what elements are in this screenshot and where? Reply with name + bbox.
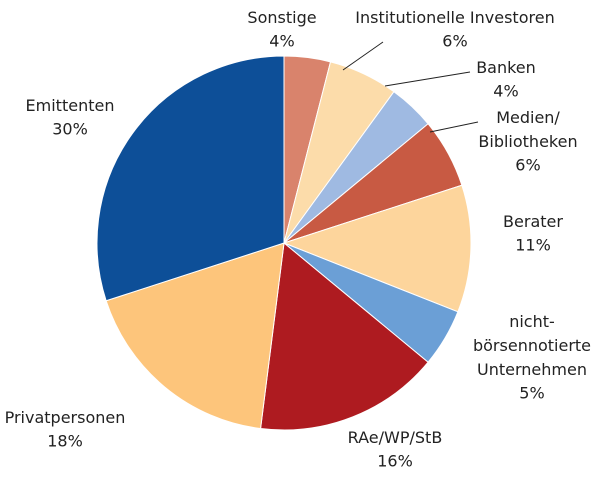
value-label: 6% — [442, 32, 467, 51]
leader-line — [384, 71, 471, 87]
value-label: 16% — [377, 452, 413, 471]
leader-line — [429, 121, 479, 133]
pie-slice — [105, 242, 285, 430]
pie-slice — [96, 55, 285, 302]
value-label: 6% — [515, 156, 540, 175]
pie-slice — [282, 184, 472, 313]
slice-label: Privatpersonen — [5, 408, 126, 427]
value-label: 4% — [493, 82, 518, 101]
slice-label: Emittenten — [26, 96, 115, 115]
slice-label: Sonstige — [247, 8, 316, 27]
slice-label: Institutionelle Investoren — [355, 8, 554, 27]
value-label: 4% — [269, 32, 294, 51]
leader-line — [342, 41, 384, 71]
value-label: 30% — [52, 120, 88, 139]
slice-label: nicht-börsennotierte Unternehmen — [473, 312, 591, 379]
slice-label: Medien/Bibliotheken — [478, 108, 577, 151]
slice-label: Banken — [476, 58, 536, 77]
pie-slice — [260, 242, 429, 431]
value-label: 18% — [47, 432, 83, 451]
slice-label: RAe/WP/StB — [348, 428, 443, 447]
value-label: 11% — [515, 236, 551, 255]
slice-label: Berater — [503, 212, 563, 231]
value-label: 5% — [519, 384, 544, 403]
